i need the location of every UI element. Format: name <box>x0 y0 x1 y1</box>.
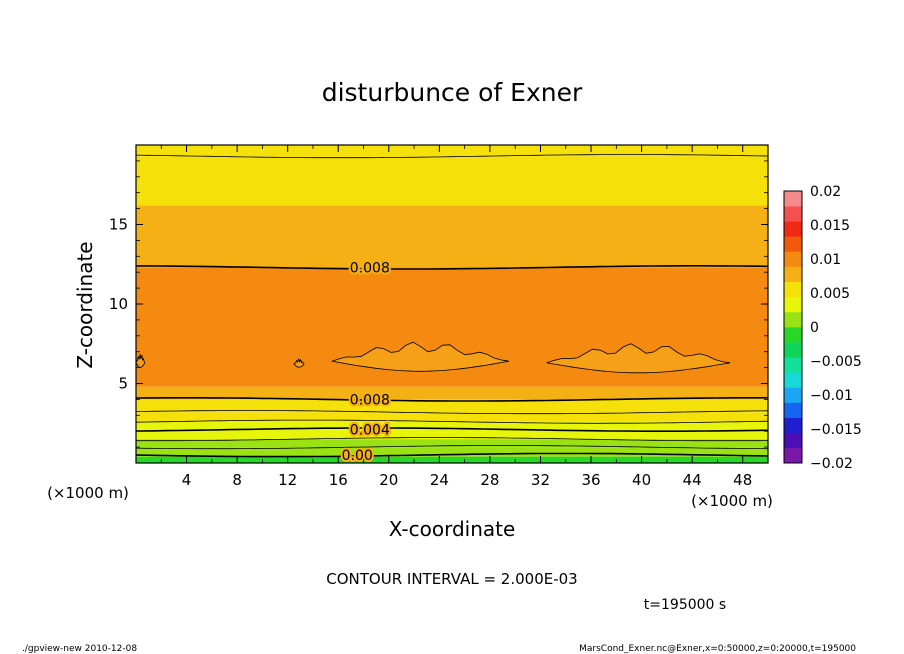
x-tick-label: 8 <box>232 471 242 489</box>
x-unit-right: (×1000 m) <box>691 492 773 510</box>
patch-3 <box>135 354 146 368</box>
x-unit-left: (×1000 m) <box>47 484 129 502</box>
color-bands <box>136 145 768 463</box>
colorbar-frame <box>783 190 803 464</box>
y-tick-label: 10 <box>109 295 128 313</box>
colorbar-swatch <box>784 342 802 358</box>
x-tick-label: 20 <box>379 471 398 489</box>
band-4 <box>136 421 768 430</box>
colorbar-swatch <box>784 311 802 328</box>
colorbar-tick-label: −0.02 <box>810 456 853 472</box>
footer-left: ./gpview-new 2010-12-08 <box>22 644 137 654</box>
band-11 <box>136 156 768 206</box>
band-5 <box>136 412 768 422</box>
colorbar-swatch <box>784 387 802 403</box>
contour-line-0 <box>135 452 769 458</box>
contour-line-2 <box>136 437 769 442</box>
band-6 <box>136 399 768 413</box>
x-tick-label: 44 <box>683 471 702 489</box>
contour-label-3: 0.00 <box>342 448 373 464</box>
contour-line-4 <box>135 419 769 424</box>
patch-1 <box>331 341 509 372</box>
colorbar-tick-label: 0.005 <box>810 286 850 302</box>
colorbar-swatch <box>784 251 802 267</box>
band-0 <box>136 456 768 463</box>
contour-line-5 <box>135 410 769 415</box>
contour-labels: 0.008 0.008 0.004 0.00 <box>340 258 392 466</box>
x-tick-label: 40 <box>632 471 651 489</box>
colorbar-swatch <box>784 191 802 207</box>
y-axis-label: Z-coordinate <box>73 241 97 368</box>
contour-label-0: 0.008 <box>350 260 390 276</box>
contour-lines <box>135 154 769 458</box>
x-tick-label: 24 <box>430 471 449 489</box>
colorbar-swatch <box>784 372 802 388</box>
colorbar-swatch <box>784 417 802 434</box>
x-tick-label: 28 <box>480 471 499 489</box>
patch-0 <box>293 358 305 368</box>
contour-line-7 <box>136 265 769 270</box>
contour-line-6 <box>135 397 768 402</box>
colorbar-swatch <box>784 447 802 464</box>
contour-line-3 <box>135 427 769 432</box>
y-tick-label: 5 <box>118 375 128 393</box>
colorbar: 0.02 0.015 0.01 0.005 0 −0.005 −0.01 −0.015 −0.0… <box>783 184 862 472</box>
colorbar-swatch <box>784 327 802 343</box>
footer-right: MarsCond_Exner.nc@Exner,x=0:50000,z=0:20… <box>579 644 856 654</box>
colorbar-swatch <box>784 357 802 373</box>
colorbar-swatch <box>784 266 802 282</box>
x-tick-label: 4 <box>182 471 192 489</box>
band-1 <box>136 447 768 457</box>
contour-label-1: 0.008 <box>350 392 390 408</box>
x-tick-label: 16 <box>329 471 348 489</box>
colorbar-tick-label: −0.01 <box>810 388 853 404</box>
chart-title: disturbunce of Exner <box>322 78 583 107</box>
colorbar-tick-label: 0.02 <box>810 184 841 200</box>
colorbar-swatch <box>784 206 802 222</box>
x-axis-label: X-coordinate <box>389 517 516 541</box>
high-value-patches <box>135 341 731 374</box>
x-tick-label: 48 <box>733 471 752 489</box>
contour-line-8 <box>135 154 769 159</box>
y-tick-label: 15 <box>109 216 128 234</box>
band-2 <box>136 439 768 448</box>
colorbar-swatch <box>784 221 802 237</box>
band-7 <box>136 386 768 400</box>
band-12 <box>136 145 768 157</box>
colorbar-swatch <box>784 281 802 298</box>
band-10 <box>136 205 768 268</box>
x-tick-label: 32 <box>531 471 550 489</box>
band-3 <box>136 429 768 440</box>
colorbar-tick-label: 0 <box>810 320 819 336</box>
colorbar-tick-label: 0.01 <box>810 252 841 268</box>
contour-interval-note: CONTOUR INTERVAL = 2.000E-03 <box>326 570 577 588</box>
band-9 <box>136 267 768 322</box>
colorbar-swatch <box>784 432 802 449</box>
colorbar-tick-label: −0.005 <box>810 354 862 370</box>
colorbar-tick-label: 0.015 <box>810 218 850 234</box>
contour-line-1 <box>135 445 769 450</box>
colorbar-swatch <box>784 236 802 252</box>
time-label: t=195000 s <box>644 597 726 613</box>
x-tick-label: 36 <box>581 471 600 489</box>
patch-2 <box>546 343 731 374</box>
colorbar-swatch <box>784 296 802 313</box>
colorbar-tick-label: −0.015 <box>810 422 862 438</box>
x-tick-label: 12 <box>278 471 297 489</box>
colorbar-swatch <box>784 402 802 418</box>
contour-label-2: 0.004 <box>350 423 390 439</box>
